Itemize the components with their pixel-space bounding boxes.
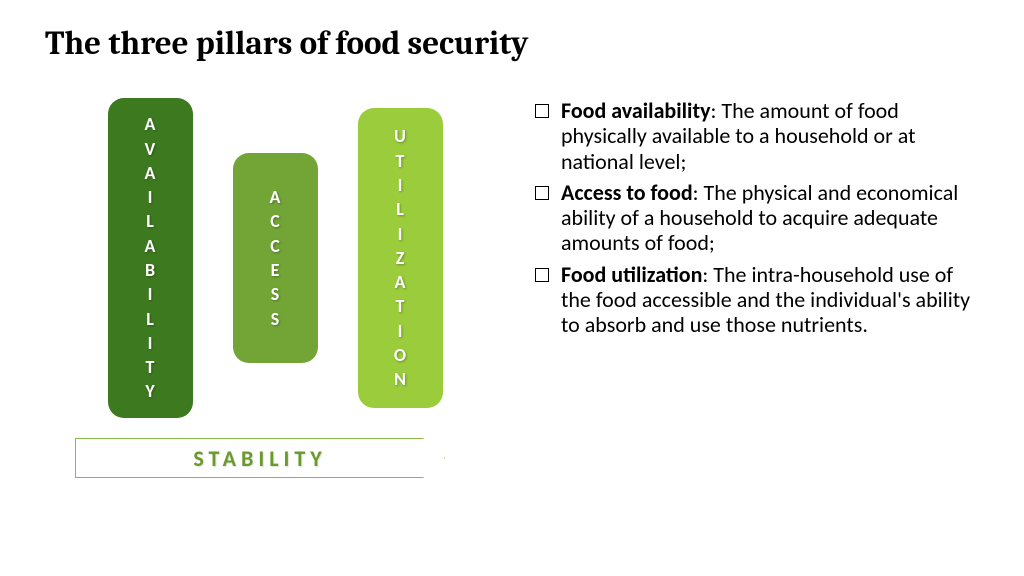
content-area: AVAILABILITYACCESSUTILIZATION STABILITY … — [45, 98, 979, 478]
pillar-letter: I — [148, 331, 153, 355]
definition-item: Food utilization: The intra-household us… — [535, 262, 979, 338]
pillar-letter: T — [146, 355, 155, 379]
definition-text: Food utilization: The intra-household us… — [561, 262, 979, 338]
pillar-letter: L — [146, 209, 154, 233]
stability-label: STABILITY — [193, 445, 326, 472]
definition-item: Food availability: The amount of food ph… — [535, 98, 979, 174]
definition-text: Access to food: The physical and economi… — [561, 180, 979, 256]
pillar-letter: A — [395, 270, 406, 294]
pillar-letter: A — [270, 185, 281, 209]
pillar-letter: I — [398, 319, 403, 343]
pillar-letter: A — [145, 234, 156, 258]
pillar-letter: Y — [145, 379, 154, 403]
pillar-letter: A — [145, 161, 156, 185]
pillar-letter: I — [398, 222, 403, 246]
pillars-row: AVAILABILITYACCESSUTILIZATION — [108, 98, 443, 418]
pillar-letter: T — [396, 294, 405, 318]
pillar-letter: I — [148, 282, 153, 306]
pillar-utilization: UTILIZATION — [358, 108, 443, 408]
definition-item: Access to food: The physical and economi… — [535, 180, 979, 256]
pillar-letter: E — [271, 258, 280, 282]
pillar-letter: S — [271, 282, 280, 306]
pillar-letter: I — [398, 173, 403, 197]
stability-arrow: STABILITY — [75, 438, 445, 478]
slide-title: The three pillars of food security — [45, 25, 979, 63]
pillar-diagram: AVAILABILITYACCESSUTILIZATION STABILITY — [45, 98, 505, 478]
bullet-icon — [535, 104, 549, 118]
pillar-letter: C — [270, 234, 280, 258]
pillar-access: ACCESS — [233, 153, 318, 363]
definition-term: Access to food — [561, 179, 693, 206]
pillar-letter: S — [271, 307, 280, 331]
pillar-letter: I — [148, 185, 153, 209]
definition-text: Food availability: The amount of food ph… — [561, 98, 979, 174]
pillar-letter: N — [394, 367, 406, 391]
pillar-letter: C — [270, 209, 280, 233]
pillar-letter: T — [396, 149, 405, 173]
pillar-letter: B — [145, 258, 155, 282]
definition-term: Food availability — [561, 97, 711, 124]
definition-term: Food utilization — [561, 261, 702, 288]
pillar-letter: Z — [396, 246, 405, 270]
pillar-letter: L — [146, 307, 154, 331]
pillar-letter: O — [394, 343, 406, 367]
pillar-letter: L — [396, 197, 404, 221]
pillar-letter: U — [394, 124, 406, 148]
bullet-icon — [535, 186, 549, 200]
definitions-list: Food availability: The amount of food ph… — [535, 98, 979, 478]
pillar-letter: V — [145, 137, 156, 161]
pillar-availability: AVAILABILITY — [108, 98, 193, 418]
pillar-letter: A — [145, 112, 156, 136]
bullet-icon — [535, 268, 549, 282]
